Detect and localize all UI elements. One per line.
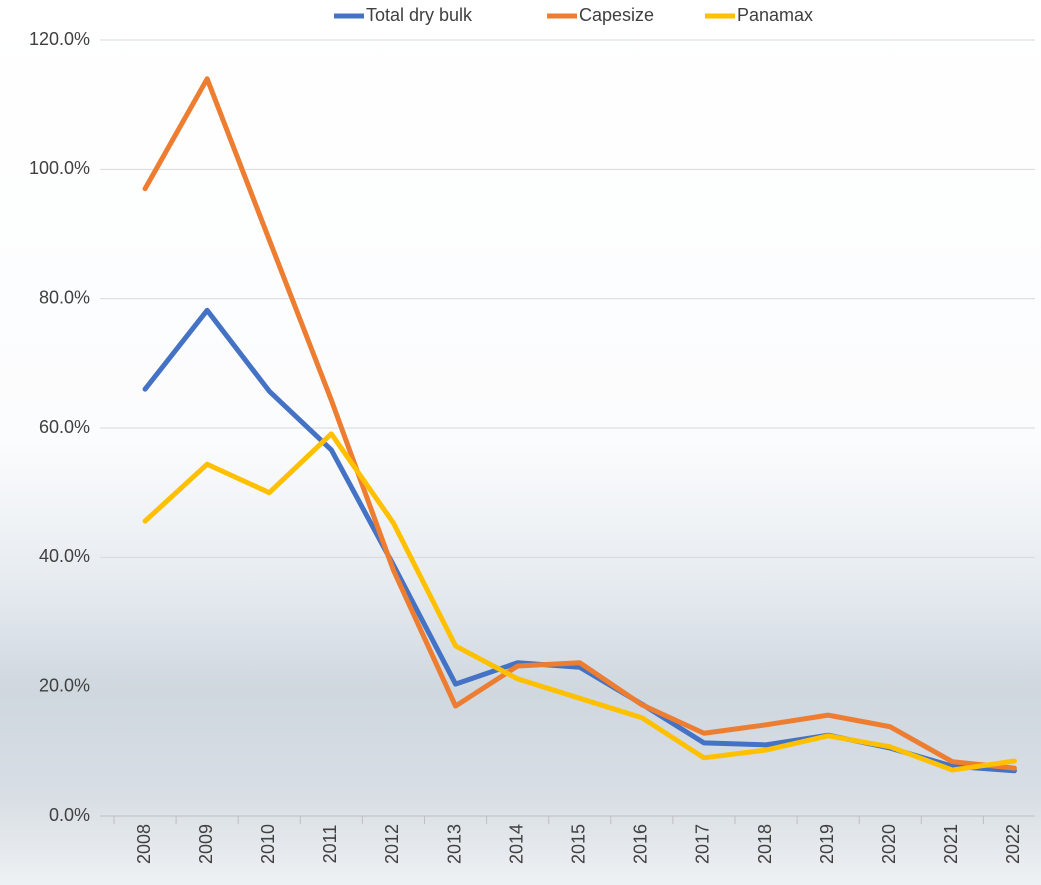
x-tick-label: 2021: [941, 824, 961, 864]
x-tick-label: 2018: [755, 824, 775, 864]
x-tick-label: 2011: [320, 825, 340, 864]
y-tick-label: 80.0%: [39, 287, 90, 307]
x-tick-label: 2013: [444, 824, 464, 864]
x-tick-label: 2022: [1003, 824, 1023, 864]
series-line: [142, 307, 1017, 774]
legend-label: Panamax: [737, 5, 813, 25]
x-tick-label: 2016: [631, 824, 651, 864]
y-tick-label: 120.0%: [29, 29, 90, 49]
y-tick-label: 40.0%: [39, 546, 90, 566]
legend-label: Capesize: [579, 5, 654, 25]
y-tick-label: 100.0%: [29, 158, 90, 178]
x-tick-label: 2008: [134, 824, 154, 864]
y-tick-label: 60.0%: [39, 417, 90, 437]
x-tick-label: 2009: [196, 824, 216, 864]
x-tick-label: 2019: [817, 824, 837, 864]
x-tick-label: 2017: [693, 824, 713, 864]
y-tick-label: 20.0%: [39, 675, 90, 695]
y-tick-label: 0.0%: [49, 805, 90, 825]
x-tick-label: 2014: [506, 824, 526, 864]
series-line: [142, 76, 1017, 771]
series-line: [142, 431, 1017, 773]
x-tick-label: 2015: [569, 824, 589, 864]
x-tick-label: 2010: [258, 824, 278, 864]
x-tick-label: 2020: [879, 824, 899, 864]
x-tick-label: 2012: [382, 824, 402, 864]
legend-label: Total dry bulk: [366, 5, 473, 25]
